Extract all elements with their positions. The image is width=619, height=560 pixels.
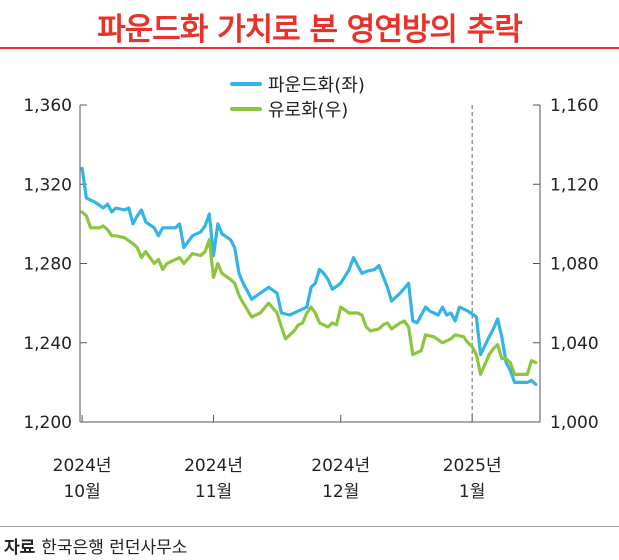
y-right-tick-label: 1,160 — [550, 96, 599, 116]
y-left-tick-label: 1,240 — [23, 334, 72, 354]
x-tick-label-year: 2024년 — [53, 456, 112, 476]
chart-axes: 1,200 1,240 1,280 1,320 1,360 1,000 1,040 1,080… — [23, 96, 598, 502]
x-tick-label-year: 2024년 — [311, 456, 370, 476]
chart: 1,200 1,240 1,280 1,320 1,360 1,000 1,040 1,080… — [23, 75, 598, 502]
y-left-tick-label: 1,320 — [23, 175, 72, 195]
x-tick-label-month: 10월 — [63, 482, 100, 502]
source-note: 자료 한국은행 런던사무소 — [4, 533, 187, 558]
x-tick-label-month: 1월 — [459, 482, 485, 502]
source-label: 자료 — [4, 538, 36, 558]
y-left-tick-label: 1,360 — [23, 96, 72, 116]
y-left-tick-label: 1,280 — [23, 255, 72, 275]
y-right-tick-label: 1,120 — [550, 175, 599, 195]
x-tick-label-month: 12월 — [322, 482, 359, 502]
page-title: 파운드화 가치로 본 영연방의 추락 — [97, 12, 522, 48]
y-right-tick-label: 1,080 — [550, 255, 599, 275]
x-tick-label-year: 2025년 — [443, 456, 502, 476]
legend-label-eur: 유로화(우) — [268, 100, 348, 121]
chart-legend: 파운드화(좌) 유로화(우) — [230, 75, 365, 121]
title-divider — [0, 47, 619, 49]
legend-label-gbp: 파운드화(좌) — [268, 75, 365, 96]
y-right-tick-label: 1,040 — [550, 334, 599, 354]
series-line-gbp — [80, 166, 538, 386]
y-left-tick-label: 1,200 — [23, 413, 72, 433]
series-line-eur — [80, 210, 538, 376]
bottom-divider — [0, 526, 619, 527]
source-text: 한국은행 런던사무소 — [41, 538, 188, 558]
chart-series — [80, 166, 538, 386]
x-tick-label-year: 2024년 — [184, 456, 243, 476]
x-tick-label-month: 11월 — [195, 482, 232, 502]
y-right-tick-label: 1,000 — [550, 413, 599, 433]
